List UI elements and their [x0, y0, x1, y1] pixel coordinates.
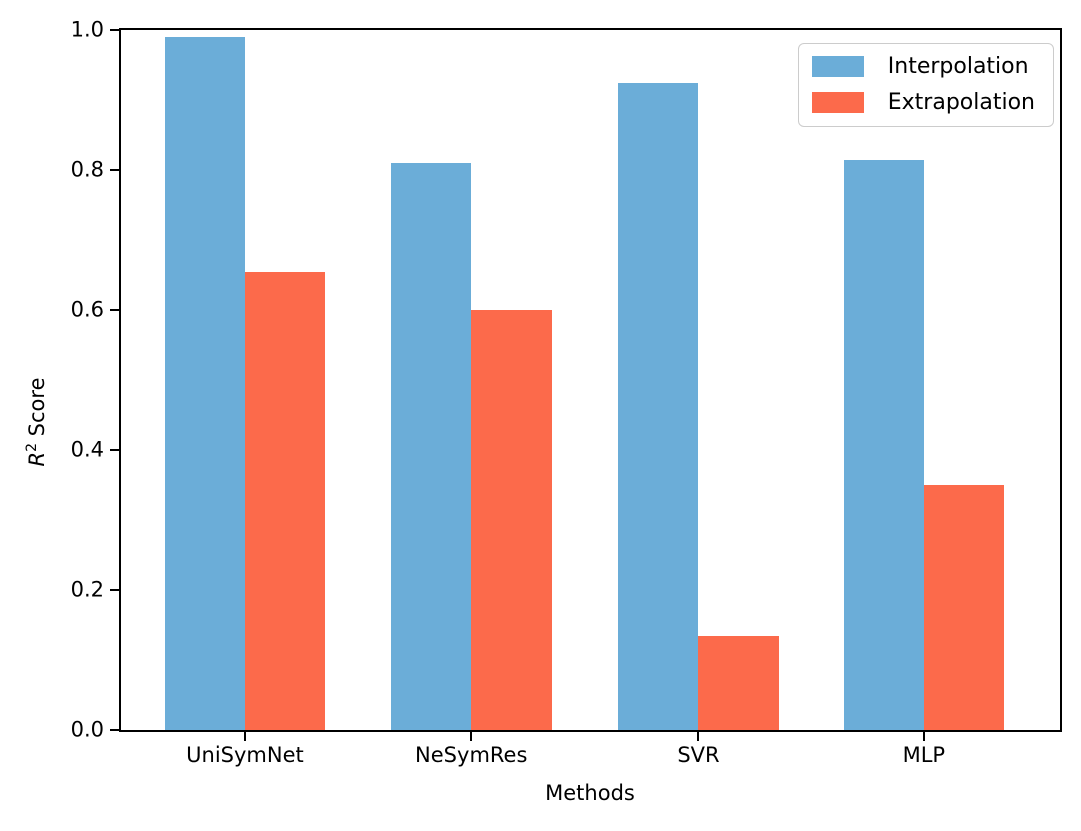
bar-interpolation-svr	[618, 82, 699, 730]
y-tick	[110, 309, 119, 311]
x-tick-label-svr: SVR	[677, 743, 720, 767]
ylabel-rest: Score	[24, 377, 49, 443]
bar-extrapolation-svr	[698, 635, 779, 730]
y-tick-label: 0.2	[70, 577, 104, 602]
plot-area: 0.0 0.2 0.4 0.6 0.8 1.0 UniSymNet NeSymRes SVR ML…	[71, 19, 1062, 767]
x-tick	[697, 732, 700, 741]
y-tick-label: 0.8	[70, 157, 104, 182]
x-tick	[922, 732, 925, 741]
legend-entry-extrapolation: Extrapolation	[811, 90, 1035, 116]
y-axis-title: R2 Score	[24, 377, 50, 466]
ylabel-superscript: 2	[23, 442, 40, 452]
x-tick-label-nesymres: NeSymRes	[415, 743, 528, 767]
y-tick-label: 0.6	[70, 297, 104, 322]
legend: Interpolation Extrapolation	[797, 43, 1054, 127]
x-axis-title: Methods	[545, 781, 635, 805]
legend-swatch-extrapolation	[811, 92, 864, 114]
y-tick	[110, 169, 119, 171]
bar-extrapolation-mlp	[923, 485, 1005, 730]
x-tick-label-unisymnet: UniSymNet	[186, 743, 304, 767]
y-tick-label: 0.4	[70, 437, 104, 462]
x-tick	[243, 732, 246, 741]
bar-extrapolation-nesymres	[471, 310, 552, 730]
y-tick	[110, 589, 119, 591]
legend-label-extrapolation: Extrapolation	[887, 90, 1035, 116]
legend-label-interpolation: Interpolation	[887, 54, 1029, 79]
x-tick	[470, 732, 473, 741]
x-tick-label-mlp: MLP	[902, 743, 946, 767]
ylabel-variable: R	[24, 451, 49, 467]
bar-extrapolation-unisymnet	[244, 271, 326, 730]
y-tick	[110, 729, 119, 731]
y-tick-label: 1.0	[70, 17, 104, 42]
y-tick	[110, 29, 119, 31]
y-tick	[110, 449, 119, 451]
bar-interpolation-mlp	[843, 159, 924, 730]
legend-entry-interpolation: Interpolation	[811, 54, 1035, 79]
bar-interpolation-unisymnet	[164, 37, 245, 730]
legend-swatch-interpolation	[811, 56, 864, 78]
bar-interpolation-nesymres	[390, 163, 472, 730]
y-tick-label: 0.0	[70, 717, 104, 742]
